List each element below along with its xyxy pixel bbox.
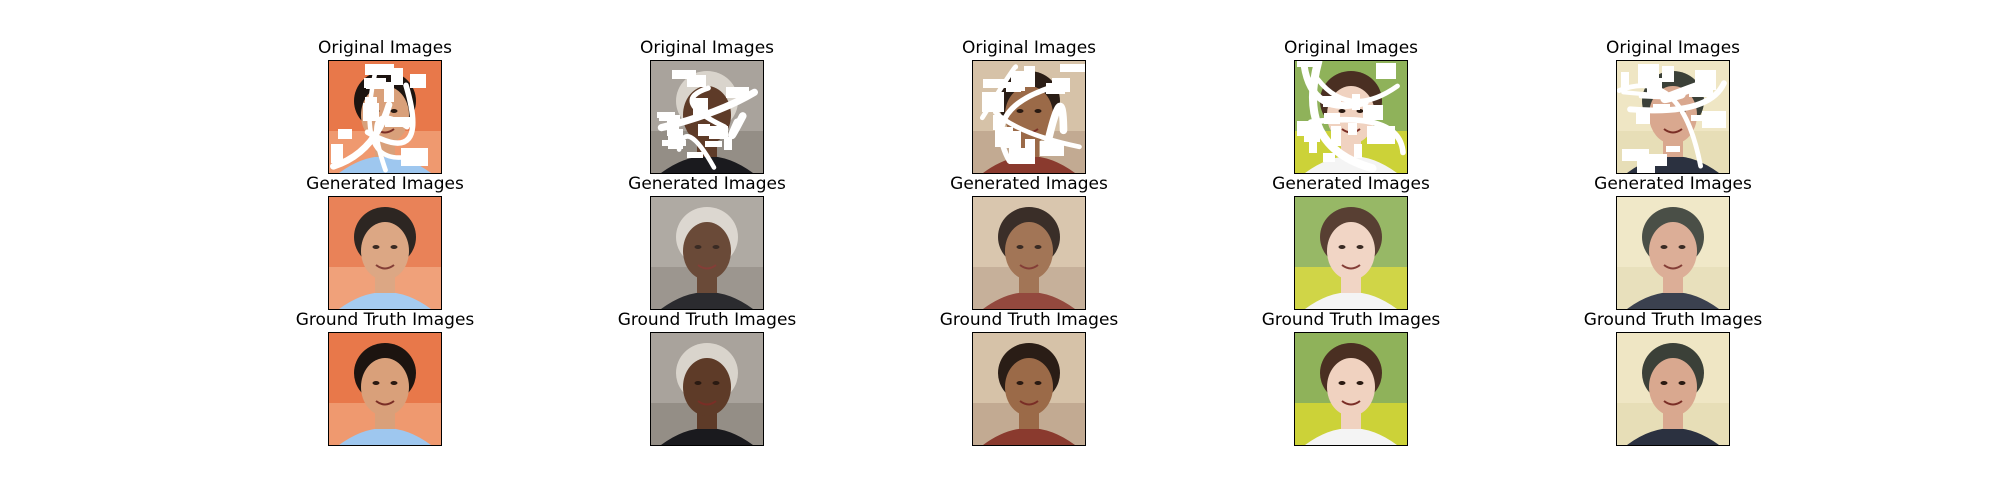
old-man-cap-portrait xyxy=(1617,333,1729,445)
original-face-image xyxy=(328,60,442,174)
boy-curly-hair-portrait xyxy=(973,197,1085,309)
original-image-panel: Original Images xyxy=(1606,38,1740,174)
generated-image-panel: Generated Images xyxy=(1272,174,1430,310)
original-face-image xyxy=(650,60,764,174)
original-image-title: Original Images xyxy=(961,38,1097,58)
ground-truth-image-title: Ground Truth Images xyxy=(617,310,797,330)
original-face-image xyxy=(972,60,1086,174)
original-image-panel: Original Images xyxy=(318,38,452,174)
ground-truth-image-title: Ground Truth Images xyxy=(1583,310,1763,330)
ground-truth-image-panel: Ground Truth Images xyxy=(1262,310,1440,446)
ground-truth-image-panel: Ground Truth Images xyxy=(940,310,1118,446)
original-image-title: Original Images xyxy=(639,38,775,58)
generated-face-image xyxy=(1294,196,1408,310)
original-image-panel: Original Images xyxy=(1284,38,1418,174)
original-image-title: Original Images xyxy=(317,38,453,58)
ground-truth-image-title: Ground Truth Images xyxy=(939,310,1119,330)
generated-face-image xyxy=(972,196,1086,310)
generated-image-title: Generated Images xyxy=(950,174,1108,194)
original-face-image xyxy=(1616,60,1730,174)
man-glasses-suit-portrait xyxy=(651,333,763,445)
woman-long-hair-portrait xyxy=(1295,197,1407,309)
boy-curly-hair-portrait xyxy=(973,61,1085,173)
ground-truth-face-image xyxy=(650,332,764,446)
ground-truth-image-title: Ground Truth Images xyxy=(1261,310,1441,330)
original-image-panel: Original Images xyxy=(640,38,774,174)
generated-image-title: Generated Images xyxy=(306,174,464,194)
generated-image-panel: Generated Images xyxy=(628,174,786,310)
generated-image-panel: Generated Images xyxy=(1594,174,1752,310)
woman-long-hair-portrait xyxy=(1295,61,1407,173)
boy-curly-hair-portrait xyxy=(973,333,1085,445)
generated-face-image xyxy=(1616,196,1730,310)
ground-truth-image-panel: Ground Truth Images xyxy=(296,310,474,446)
ground-truth-face-image xyxy=(328,332,442,446)
woman-long-hair-portrait xyxy=(1295,333,1407,445)
man-blue-shirt-portrait xyxy=(329,197,441,309)
man-blue-shirt-portrait xyxy=(329,61,441,173)
old-man-cap-portrait xyxy=(1617,197,1729,309)
ground-truth-face-image xyxy=(972,332,1086,446)
generated-image-title: Generated Images xyxy=(1272,174,1430,194)
original-image-title: Original Images xyxy=(1605,38,1741,58)
generated-image-title: Generated Images xyxy=(1594,174,1752,194)
ground-truth-face-image xyxy=(1616,332,1730,446)
generated-image-panel: Generated Images xyxy=(950,174,1108,310)
old-man-cap-portrait xyxy=(1617,61,1729,173)
generated-face-image xyxy=(650,196,764,310)
original-image-title: Original Images xyxy=(1283,38,1419,58)
man-glasses-suit-portrait xyxy=(651,61,763,173)
generated-image-panel: Generated Images xyxy=(306,174,464,310)
generated-face-image xyxy=(328,196,442,310)
man-glasses-suit-portrait xyxy=(651,197,763,309)
ground-truth-face-image xyxy=(1294,332,1408,446)
ground-truth-image-panel: Ground Truth Images xyxy=(1584,310,1762,446)
man-blue-shirt-portrait xyxy=(329,333,441,445)
original-face-image xyxy=(1294,60,1408,174)
generated-image-title: Generated Images xyxy=(628,174,786,194)
original-image-panel: Original Images xyxy=(962,38,1096,174)
ground-truth-image-panel: Ground Truth Images xyxy=(618,310,796,446)
ground-truth-image-title: Ground Truth Images xyxy=(295,310,475,330)
